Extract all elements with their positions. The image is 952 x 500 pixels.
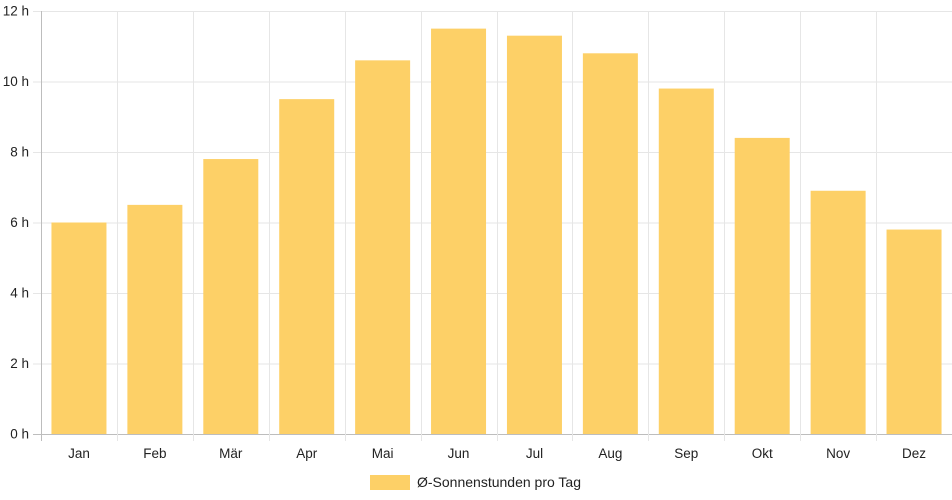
bar-jan[interactable] xyxy=(51,222,107,435)
bar-mai[interactable] xyxy=(355,60,411,434)
bar-nov[interactable] xyxy=(810,190,866,434)
bar-mär[interactable] xyxy=(203,159,259,435)
x-tick-label: Sep xyxy=(674,446,698,461)
x-tick-label: Nov xyxy=(826,446,850,461)
y-tick-label: 4 h xyxy=(10,286,29,301)
x-tick-label: Aug xyxy=(598,446,622,461)
x-tick-label: Dez xyxy=(902,446,926,461)
x-tick-label: Mai xyxy=(372,446,394,461)
bar-dez[interactable] xyxy=(886,229,942,434)
x-tick-label: Jun xyxy=(448,446,470,461)
x-tick-label: Feb xyxy=(143,446,166,461)
x-tick-label: Jan xyxy=(68,446,90,461)
y-tick-label: 10 h xyxy=(3,74,29,89)
x-axis-ticks: Jan Feb Mär Apr Mai Jun Jul Aug Sep Okt Nov Dez xyxy=(68,446,926,461)
legend-swatch xyxy=(370,475,410,490)
bars-group xyxy=(51,28,942,435)
bar-okt[interactable] xyxy=(734,137,790,434)
legend[interactable]: Ø-Sonnenstunden pro Tag xyxy=(370,474,581,490)
bar-aug[interactable] xyxy=(582,53,638,435)
y-tick-label: 0 h xyxy=(10,427,29,442)
y-tick-label: 6 h xyxy=(10,215,29,230)
x-tick-label: Apr xyxy=(296,446,318,461)
bar-jun[interactable] xyxy=(431,28,487,434)
x-tick-label: Jul xyxy=(526,446,543,461)
x-tick-label: Mär xyxy=(219,446,243,461)
bar-jul[interactable] xyxy=(506,35,562,435)
legend-label: Ø-Sonnenstunden pro Tag xyxy=(417,474,581,490)
y-tick-label: 2 h xyxy=(10,356,29,371)
y-axis-ticks: 0 h 2 h 4 h 6 h 8 h 10 h 12 h xyxy=(3,4,29,442)
grid-lines xyxy=(33,11,952,441)
y-tick-label: 8 h xyxy=(10,145,29,160)
bar-sep[interactable] xyxy=(658,88,714,435)
bar-feb[interactable] xyxy=(127,204,183,434)
y-tick-label: 12 h xyxy=(3,4,29,19)
x-tick-label: Okt xyxy=(752,446,773,461)
bar-apr[interactable] xyxy=(279,99,335,434)
